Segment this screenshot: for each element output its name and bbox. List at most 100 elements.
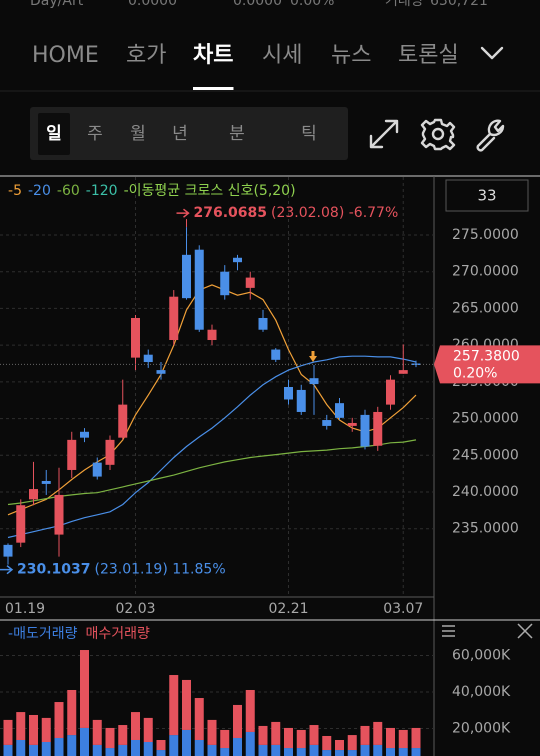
- annotation-price: 276.0685: [194, 205, 268, 221]
- volume-bar: [16, 739, 26, 756]
- count-box[interactable]: [445, 179, 529, 212]
- volume-bar: [284, 727, 293, 749]
- volume-bar: [92, 719, 102, 745]
- y-tick-label: 270.0000: [452, 264, 519, 280]
- volume-bar: [80, 650, 89, 728]
- candle-body: [398, 370, 408, 374]
- volume-bar: [54, 737, 64, 756]
- annotation-text: 230.1037 (23.01.19) 11.85%: [17, 562, 226, 578]
- tab-bar: HOME 호가 차트 시세 뉴스 토론실: [32, 43, 459, 90]
- x-tick-label: 01.19: [5, 601, 45, 617]
- volume-bar: [335, 739, 344, 751]
- volume-bar: [131, 739, 140, 756]
- candle-body: [80, 431, 89, 438]
- volume-bar: [322, 750, 332, 756]
- volume-bar: [335, 750, 344, 756]
- candle-body: [360, 414, 370, 447]
- top-bar-text: 630,721: [430, 0, 488, 9]
- volume-bar: [105, 727, 115, 749]
- legend-entry: -5: [8, 183, 22, 199]
- volume-bar: [309, 725, 319, 745]
- tab[interactable]: HOME: [32, 43, 99, 68]
- last-price-change: 0.20%: [453, 365, 497, 381]
- volume-bar: [182, 679, 191, 730]
- last-price-tag: [434, 345, 540, 384]
- tab[interactable]: 시세: [262, 43, 302, 68]
- tab[interactable]: 차트: [193, 43, 233, 68]
- annotation-arrow: [0, 565, 14, 575]
- cross-signal-marker: [309, 351, 317, 362]
- candle-body: [29, 489, 38, 500]
- volume-bar: [207, 744, 217, 756]
- candle-body: [347, 422, 357, 426]
- tools-icon[interactable]: [476, 119, 505, 152]
- candle-body: [118, 404, 128, 438]
- close-icon[interactable]: [517, 623, 533, 639]
- period-selector: [30, 107, 348, 160]
- volume-bar: [258, 725, 268, 745]
- top-bar-text: Day/Art: [30, 0, 84, 9]
- candle-body: [309, 378, 319, 385]
- top-bar-text: 0.0000: [233, 0, 282, 9]
- settings-icon[interactable]: [420, 118, 456, 151]
- volume-bar: [16, 712, 26, 740]
- candle-body: [284, 387, 293, 400]
- candle-body: [41, 480, 51, 484]
- legend-entry: -20: [28, 183, 51, 199]
- volume-bar: [29, 714, 38, 745]
- y-tick-label: 40,000K: [452, 684, 511, 700]
- volume-bar: [169, 735, 179, 756]
- tab[interactable]: 토론실: [398, 43, 459, 68]
- period[interactable]: 틱: [301, 124, 317, 144]
- period[interactable]: 월: [130, 124, 146, 144]
- volume-bar: [347, 735, 357, 751]
- volume-bar: [373, 744, 383, 756]
- candle-body: [411, 363, 421, 366]
- legend-label: 60: [62, 183, 80, 199]
- tab-more-icon[interactable]: [480, 46, 504, 60]
- candle-body: [258, 317, 268, 330]
- y-tick-label: 60,000K: [452, 647, 511, 663]
- volume-bar: [398, 729, 408, 749]
- y-tick-label: 235.0000: [452, 521, 519, 537]
- candle-body: [182, 254, 191, 299]
- top-bar-text: 0.0000: [128, 0, 177, 9]
- annotation-note: (23.01.19) 11.85%: [95, 562, 226, 578]
- volume-bar: [347, 750, 357, 756]
- expand-glyph: [369, 119, 399, 149]
- tab[interactable]: 뉴스: [331, 43, 371, 68]
- moving-average-line: [7, 355, 417, 539]
- x-tick-label: 02.21: [268, 601, 308, 617]
- volume-bar: [105, 748, 115, 756]
- volume-bar: [80, 727, 89, 756]
- volume-bar: [67, 735, 77, 756]
- candle-body: [67, 439, 77, 470]
- candle-body: [335, 403, 344, 418]
- volume-bar: [194, 698, 204, 740]
- period[interactable]: 일: [46, 124, 62, 144]
- volume-bar: [245, 731, 255, 756]
- tab[interactable]: 호가: [126, 43, 166, 68]
- expand-icon[interactable]: [369, 119, 399, 149]
- gear-outline: [420, 118, 456, 151]
- legend-label: 이동평균 크로스 신호(5,20): [129, 183, 296, 199]
- volume-bar: [271, 744, 281, 756]
- price-chart: 235.0000240.0000245.0000250.0000255.0000…: [0, 177, 540, 617]
- volume-bar: [3, 719, 13, 745]
- candle-body: [3, 544, 13, 557]
- legend-entry: -60: [57, 183, 80, 199]
- volume-bar: [207, 719, 217, 745]
- menu-icon[interactable]: [442, 625, 455, 637]
- candle-body: [54, 494, 64, 535]
- candle-body: [271, 349, 281, 360]
- active-tab-underline: [193, 87, 234, 90]
- volume-bar: [67, 689, 77, 736]
- volume-bar: [373, 721, 383, 745]
- period[interactable]: 분: [229, 124, 245, 144]
- volume-bar: [156, 739, 166, 751]
- x-tick-label: 03.07: [383, 601, 423, 617]
- period[interactable]: 주: [87, 124, 103, 144]
- period[interactable]: 년: [172, 124, 188, 144]
